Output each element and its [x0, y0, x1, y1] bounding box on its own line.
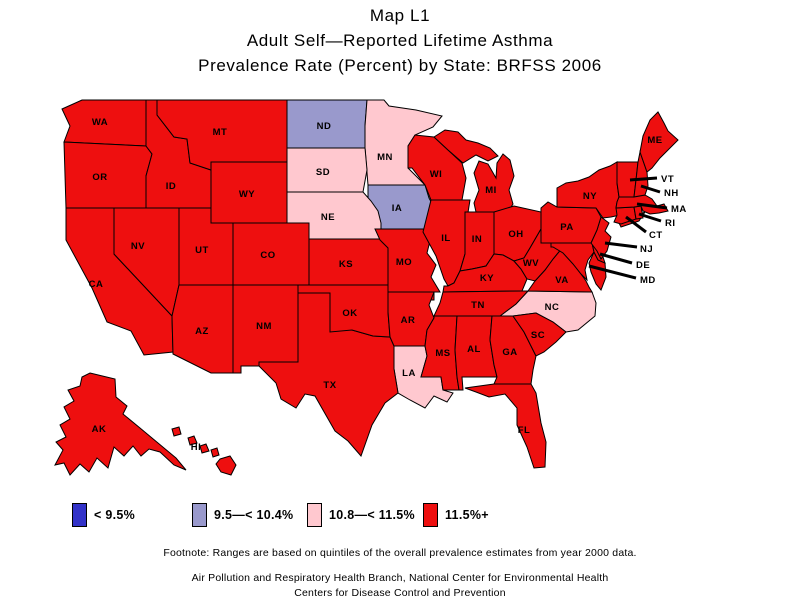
state-AK: [54, 372, 187, 476]
legend-label-q1: < 9.5%: [94, 508, 136, 522]
legend-swatch-3: [423, 503, 438, 527]
state-label-KS: KS: [339, 259, 353, 270]
leader-line-MA: [636, 202, 668, 210]
legend-label-q4: 11.5%+: [445, 508, 489, 522]
legend-label-q3: 10.8—< 11.5%: [329, 508, 415, 522]
state-label-MI: MI: [485, 185, 497, 196]
legend-item-q1: < 9.5%: [72, 503, 135, 527]
state-label-VT: VT: [661, 174, 674, 185]
map-number-title: Map L1: [369, 6, 431, 25]
state-label-NE: NE: [321, 212, 335, 223]
state-label-ND: ND: [317, 121, 332, 132]
legend: < 9.5% 9.5—< 10.4% 10.8—< 11.5% 11.5%+: [0, 503, 800, 529]
state-label-MS: MS: [435, 348, 450, 359]
credit-line-1: Air Pollution and Respiratory Health Bra…: [191, 572, 609, 584]
state-label-AL: AL: [467, 344, 481, 355]
legend-item-q2: 9.5—< 10.4%: [192, 503, 293, 527]
state-HI: [210, 447, 220, 458]
state-MT: [156, 99, 288, 171]
state-MI: [473, 153, 515, 213]
state-KY: [442, 253, 528, 293]
state-label-ME: ME: [647, 135, 662, 146]
state-label-WV: WV: [523, 258, 539, 269]
state-label-NJ: NJ: [640, 244, 653, 255]
state-label-IA: IA: [392, 203, 403, 214]
state-label-CO: CO: [260, 250, 275, 261]
legend-swatch-0: [72, 503, 87, 527]
state-label-WA: WA: [92, 117, 108, 128]
state-label-AR: AR: [401, 315, 416, 326]
state-FL: [464, 383, 547, 469]
state-label-OH: OH: [508, 229, 523, 240]
state-label-VA: VA: [555, 275, 569, 286]
state-label-NV: NV: [131, 241, 145, 252]
state-HI: [187, 435, 198, 446]
state-label-HI: HI: [191, 442, 202, 453]
state-label-KY: KY: [480, 273, 494, 284]
legend-item-q3: 10.8—< 11.5%: [307, 503, 415, 527]
state-label-TX: TX: [323, 380, 336, 391]
leader-line-MD: [588, 264, 637, 280]
state-label-NH: NH: [664, 188, 679, 199]
legend-item-q4: 11.5%+: [423, 503, 489, 527]
legend-swatch-2: [307, 503, 322, 527]
state-label-WI: WI: [430, 169, 443, 180]
leader-line-RI: [638, 212, 662, 223]
state-label-SC: SC: [531, 330, 545, 341]
state-label-MO: MO: [396, 257, 412, 268]
state-MI: [433, 129, 499, 164]
state-label-FL: FL: [518, 425, 531, 436]
state-label-WY: WY: [239, 189, 255, 200]
state-label-MT: MT: [213, 127, 228, 138]
state-OR: [63, 141, 153, 209]
leader-line-NH: [640, 184, 661, 194]
state-label-IN: IN: [472, 234, 483, 245]
state-label-NY: NY: [583, 191, 597, 202]
state-label-UT: UT: [195, 245, 209, 256]
credit-line-2: Centers for Disease Control and Preventi…: [294, 587, 506, 599]
state-HI: [171, 426, 182, 437]
state-label-MN: MN: [377, 152, 393, 163]
legend-swatch-1: [192, 503, 207, 527]
state-WI: [407, 134, 467, 201]
state-label-OK: OK: [342, 308, 357, 319]
state-label-GA: GA: [502, 347, 517, 358]
leader-line-VT: [629, 176, 658, 182]
leader-line-DE: [599, 252, 633, 265]
state-label-OR: OR: [92, 172, 107, 183]
state-label-SD: SD: [316, 167, 330, 178]
leader-line-NJ: [604, 241, 638, 249]
state-PA: [540, 201, 602, 244]
state-ME: [639, 111, 679, 173]
state-label-AZ: AZ: [195, 326, 209, 337]
state-SC: [512, 312, 567, 357]
state-label-CT: CT: [649, 230, 663, 241]
state-label-MD: MD: [640, 275, 656, 286]
state-label-TN: TN: [471, 300, 485, 311]
state-label-CA: CA: [89, 279, 104, 290]
leader-line-CT: [625, 215, 647, 234]
state-TN: [433, 290, 530, 317]
state-label-PA: PA: [560, 222, 574, 233]
state-label-DE: DE: [636, 260, 650, 271]
state-label-NC: NC: [545, 302, 560, 313]
state-label-RI: RI: [665, 218, 676, 229]
state-HI: [215, 455, 237, 476]
state-label-NM: NM: [256, 321, 272, 332]
state-label-IL: IL: [441, 233, 450, 244]
state-HI: [199, 443, 210, 454]
legend-label-q2: 9.5—< 10.4%: [214, 508, 294, 522]
state-label-LA: LA: [402, 368, 416, 379]
map-title-line3: Prevalence Rate (Percent) by State: BRFS…: [198, 56, 602, 75]
state-label-MA: MA: [671, 204, 687, 215]
map-title-line2: Adult Self—Reported Lifetime Asthma: [246, 31, 554, 50]
state-label-AK: AK: [92, 424, 107, 435]
footnote: Footnote: Ranges are based on quintiles …: [163, 547, 637, 559]
state-label-ID: ID: [166, 181, 177, 192]
